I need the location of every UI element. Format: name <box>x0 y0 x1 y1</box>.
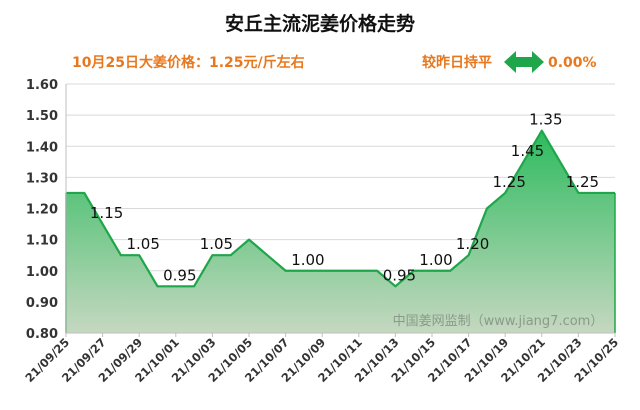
watermark: 中国姜网监制（www.jiang7.com） <box>393 314 604 329</box>
double-arrow-icon <box>504 51 544 73</box>
y-tick-label: 1.10 <box>26 234 58 249</box>
data-label: 1.20 <box>456 235 489 253</box>
y-tick-label: 1.20 <box>26 203 58 218</box>
x-axis-ticks: 21/09/2521/09/2721/09/2921/10/0121/10/03… <box>22 333 621 385</box>
data-label: 1.45 <box>511 142 544 160</box>
data-label: 1.25 <box>566 173 599 191</box>
change-value: 0.00% <box>548 55 597 71</box>
data-label: 1.00 <box>419 251 452 269</box>
price-note: 10月25日大姜价格：1.25元/斤左右 <box>72 54 305 71</box>
data-label: 1.15 <box>90 204 123 222</box>
data-label: 1.25 <box>492 173 525 191</box>
axes <box>65 84 615 334</box>
y-tick-label: 1.00 <box>26 265 58 280</box>
y-tick-label: 0.80 <box>26 327 58 342</box>
data-label: 1.05 <box>126 235 159 253</box>
y-tick-label: 0.90 <box>26 296 58 311</box>
area-fill <box>66 130 615 333</box>
y-tick-label: 1.50 <box>26 109 58 124</box>
data-label: 1.35 <box>529 111 562 129</box>
y-tick-label: 1.40 <box>26 140 58 155</box>
chart-title: 安丘主流泥姜价格走势 <box>225 12 415 35</box>
data-label: 1.00 <box>291 251 324 269</box>
area-series <box>65 129 616 333</box>
y-tick-label: 1.30 <box>26 171 58 186</box>
data-label: 0.95 <box>163 266 196 284</box>
series-line <box>66 129 615 288</box>
y-tick-label: 1.60 <box>26 78 58 93</box>
data-label: 0.95 <box>383 266 416 284</box>
y-axis-ticks: 0.80 0.90 1.00 1.10 1.20 1.30 1.40 1.50 1.60 <box>26 78 58 342</box>
compare-label: 较昨日持平 <box>422 54 492 71</box>
data-label: 1.05 <box>200 235 233 253</box>
data-labels: 1.151.050.951.051.000.951.001.201.251.45… <box>90 111 599 285</box>
